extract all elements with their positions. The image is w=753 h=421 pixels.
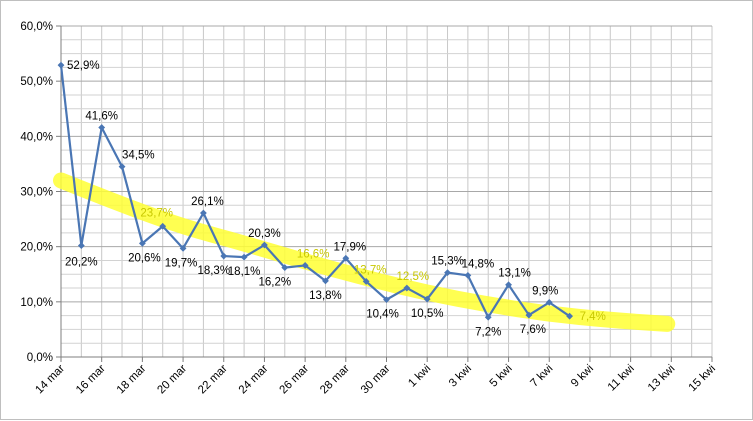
data-label: 18,1% [228,266,261,278]
x-tick-label: 14 mar [33,363,67,397]
x-tick-label: 1 kwi [406,363,433,390]
data-label: 34,5% [122,150,155,162]
y-tick-label: 20,0% [20,242,53,254]
data-point-marker [444,269,451,276]
data-labels: 52,9% 20,2% 41,6% 34,5% 20,6% 23,7% 19,7% 26,1%… [65,60,606,338]
x-tick-label: 13 kwi [646,363,678,395]
data-label: 7,4% [580,311,606,323]
data-point-marker [566,312,573,320]
data-label: 17,9% [334,241,367,253]
data-point-marker [118,163,126,171]
series-polyline [59,65,571,319]
data-point-marker [159,222,167,230]
data-point-marker [240,253,248,261]
data-label: 41,6% [85,111,118,123]
data-label: 12,5% [397,271,430,283]
data-point-marker [403,284,411,292]
data-label: 19,7% [165,257,198,269]
data-label: 7,6% [520,324,546,336]
data-point-marker [322,277,329,285]
data-point-marker [484,313,492,321]
data-label: 16,6% [297,248,330,260]
y-tick-label: 60,0% [20,21,53,33]
y-tick-label: 10,0% [20,297,53,309]
gridlines [60,25,713,358]
y-tick-label: 30,0% [20,187,53,199]
data-label: 52,9% [67,60,100,72]
data-point-marker [342,254,350,262]
y-tick-label: 50,0% [20,76,53,88]
x-tick-label: 22 mar [196,363,230,397]
y-tick-label: 40,0% [20,131,53,143]
series-line [57,61,573,321]
data-label: 7,2% [475,326,501,338]
data-label: 9,9% [532,285,558,297]
x-tick-label: 20 mar [155,363,189,397]
x-tick-label: 7 kwi [528,363,555,390]
data-point-marker [261,241,268,249]
y-tick-label: 0,0% [27,352,53,364]
data-point-marker [77,242,85,249]
data-point-marker [200,209,207,217]
data-label: 20,2% [65,257,98,269]
data-point-marker [545,298,553,306]
x-tick-label: 18 mar [115,363,149,397]
data-label: 20,6% [128,252,161,264]
x-tick-labels: 14 mar 16 mar 18 mar 20 mar 22 mar 24 mar 26 m… [33,363,718,397]
data-point-marker [179,244,187,252]
data-label: 10,5% [411,308,444,320]
data-point-marker [301,262,309,269]
x-tick-label: 28 mar [318,363,352,397]
data-point-marker [525,311,533,319]
data-point-marker [57,61,65,69]
data-label: 13,1% [498,268,531,280]
data-label: 14,8% [462,258,495,270]
data-label: 20,3% [248,228,281,240]
data-label: 10,4% [366,309,399,321]
x-tick-label: 16 mar [74,363,108,397]
data-label: 26,1% [191,196,224,208]
data-label: 18,3% [197,265,230,277]
data-label: 13,7% [354,264,387,276]
data-label: 13,8% [309,290,342,302]
axes [56,25,713,362]
data-label: 23,7% [140,207,173,219]
x-tick-label: 11 kwi [606,363,637,394]
x-tick-label: 26 mar [277,363,311,397]
data-label: 16,2% [258,277,291,289]
x-tick-label: 30 mar [359,363,393,397]
data-point-marker [362,278,370,285]
x-tick-label: 15 kwi [687,363,719,395]
x-tick-label: 9 kwi [569,363,596,390]
x-tick-label: 24 mar [237,363,271,397]
data-point-marker [464,271,472,279]
y-tick-labels: 0,0% 10,0% 20,0% 30,0% 40,0% 50,0% 60,0% [20,21,53,364]
data-point-marker [423,295,431,303]
x-tick-label: 3 kwi [447,363,474,390]
data-label: 15,3% [431,256,464,268]
x-tick-label: 5 kwi [488,363,515,390]
data-point-marker [505,281,512,289]
data-point-marker [220,252,228,260]
data-point-marker [383,296,390,304]
data-point-marker [98,124,106,131]
data-point-marker [281,264,289,272]
data-point-marker [138,239,146,247]
